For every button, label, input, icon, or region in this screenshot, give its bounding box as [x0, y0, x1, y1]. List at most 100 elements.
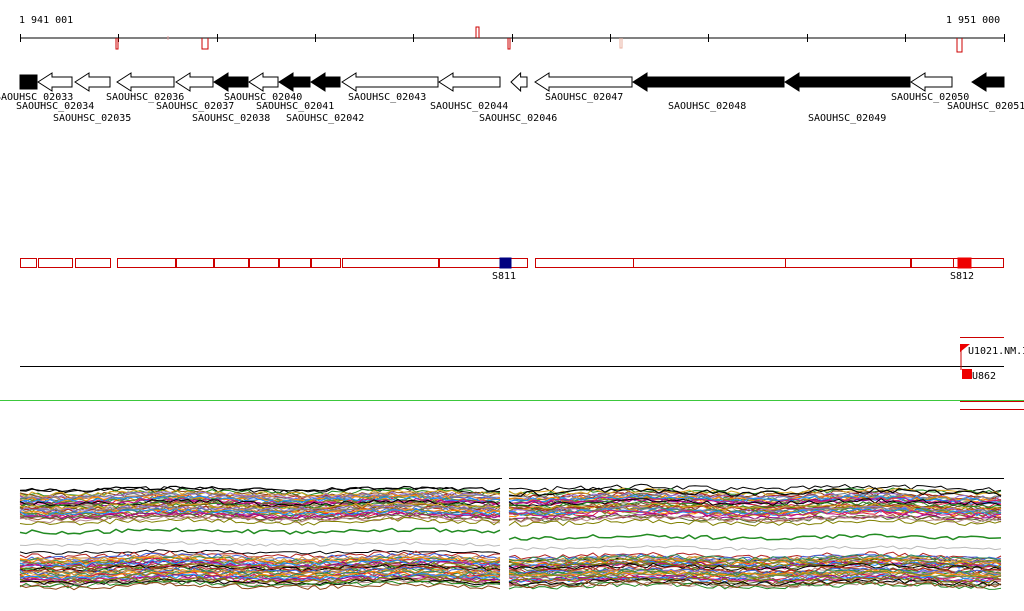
feature-box[interactable] [953, 258, 1004, 268]
feature-box[interactable] [75, 258, 111, 268]
transcript-track: U1021.NM.I U862 [0, 337, 1024, 410]
gene-arrows [19, 71, 1005, 93]
gene-arrow[interactable] [278, 72, 311, 92]
expression-profile-line [19, 497, 501, 507]
gene-label: SAOUHSC_02040 [224, 92, 302, 103]
expression-profile-line [19, 498, 501, 508]
expression-profile-line [19, 494, 501, 503]
marker-s812-label: S812 [950, 271, 974, 282]
gene-label: SAOUHSC_02048 [668, 101, 746, 112]
signal-blip [115, 38, 119, 50]
feature-box[interactable] [117, 258, 176, 268]
signal-blip [619, 38, 623, 49]
transcript-start-marker[interactable] [960, 344, 970, 352]
feature-box[interactable] [342, 258, 439, 268]
marker-s811-label: S811 [492, 271, 516, 282]
expression-profile-line [19, 509, 501, 519]
expression-profile-line [508, 492, 1002, 502]
gene-arrow[interactable] [438, 72, 501, 92]
expression-profile-line [508, 564, 1002, 574]
feature-box[interactable] [20, 258, 37, 268]
gene-label: SAOUHSC_02051 [947, 101, 1024, 112]
expression-profile-line [508, 575, 1002, 584]
gene-arrow[interactable] [971, 72, 1005, 92]
ruler-signal-blips [115, 26, 963, 53]
gene-arrow[interactable] [213, 72, 249, 92]
expression-profile-line [508, 502, 1002, 511]
gene-arrow[interactable] [632, 72, 785, 92]
expression-profile-line [508, 487, 1002, 497]
expression-profile-line [508, 557, 1002, 566]
expression-profile-line [19, 502, 501, 512]
expression-profile-line [19, 485, 501, 493]
feature-box[interactable] [279, 258, 311, 268]
expression-profile-line [19, 514, 501, 524]
gene-label: SAOUHSC_02046 [479, 113, 557, 124]
gene-arrow[interactable] [37, 72, 73, 92]
expression-profile-line [508, 509, 1002, 518]
gene-label: SAOUHSC_02033 [0, 92, 73, 103]
feature-box[interactable] [311, 258, 341, 268]
feature-box[interactable] [633, 258, 786, 268]
feature-box[interactable] [176, 258, 214, 268]
feature-box[interactable] [38, 258, 73, 268]
signal-blip [507, 38, 511, 50]
gene-label: SAOUHSC_02049 [808, 113, 886, 124]
expression-profile-line [19, 553, 501, 563]
expression-profile-line [19, 527, 501, 535]
expression-profile-line [508, 575, 1002, 585]
gene-label: SAOUHSC_02035 [53, 113, 131, 124]
feature-box[interactable] [249, 258, 279, 268]
transcript-label-u862: U862 [972, 371, 996, 382]
expression-profile-line [508, 498, 1002, 507]
ruler-end-label: 1 951 000 [946, 15, 1000, 26]
gene-arrow[interactable] [341, 72, 439, 92]
gene-arrow[interactable] [74, 72, 111, 92]
ruler-start-label: 1 941 001 [19, 15, 73, 26]
expression-profile-line [508, 554, 1002, 563]
gene-arrow[interactable] [910, 72, 953, 92]
expression-profile-line [19, 549, 501, 555]
expression-profile-line [508, 555, 1002, 565]
marker-s812-box[interactable] [957, 257, 972, 269]
expression-profile-line [19, 516, 501, 526]
gene-arrow[interactable] [116, 72, 175, 92]
signal-blip [956, 38, 963, 53]
gene-arrow[interactable] [534, 72, 633, 92]
transcript-label-u1021: U1021.NM.I [968, 346, 1024, 357]
expression-profile-line [19, 576, 501, 584]
gene-label: SAOUHSC_02038 [192, 113, 270, 124]
expression-profile-line [508, 483, 1002, 493]
gene-label: SAOUHSC_02041 [256, 101, 334, 112]
gene-arrow[interactable] [784, 72, 911, 92]
expression-profile-line [508, 557, 1002, 567]
expression-profile-line [19, 561, 501, 571]
feature-box[interactable] [439, 258, 528, 268]
gene-arrow[interactable] [310, 72, 341, 92]
gene-arrow[interactable] [510, 71, 528, 93]
expression-profile-line [19, 512, 501, 522]
gene-label: SAOUHSC_02034 [16, 101, 94, 112]
expression-profile-line [19, 569, 501, 579]
feature-box[interactable] [214, 258, 249, 268]
expression-profile-line [508, 533, 1002, 541]
gene-label: SAOUHSC_02043 [348, 92, 426, 103]
gene-arrow[interactable] [248, 72, 279, 92]
gene-label: SAOUHSC_02042 [286, 113, 364, 124]
gene-label: SAOUHSC_02037 [156, 101, 234, 112]
gene-arrow[interactable] [175, 72, 214, 92]
feature-box-track [20, 257, 1004, 269]
marker-s811-box[interactable] [499, 257, 512, 269]
gene-arrow[interactable] [19, 74, 38, 90]
signal-blip [201, 38, 209, 50]
expression-profile-line [19, 541, 501, 547]
ruler-ticks [20, 34, 1005, 42]
feature-box[interactable] [535, 258, 634, 268]
feature-box[interactable] [911, 258, 954, 268]
expression-profile-track [19, 478, 1004, 591]
transcript-end-marker[interactable] [962, 369, 972, 379]
feature-box[interactable] [785, 258, 911, 268]
expression-profile-line [19, 508, 501, 517]
